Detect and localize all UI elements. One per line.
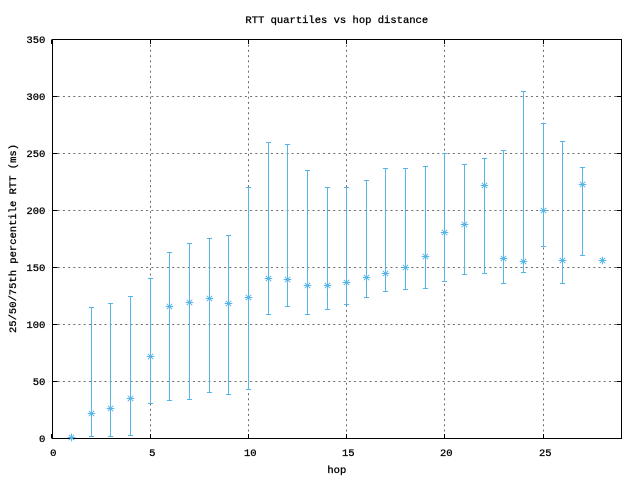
svg-text:RTT quartiles vs hop distance: RTT quartiles vs hop distance xyxy=(245,15,428,27)
svg-text:10: 10 xyxy=(244,448,257,460)
svg-text:200: 200 xyxy=(26,206,45,218)
svg-text:0: 0 xyxy=(50,448,56,460)
svg-text:300: 300 xyxy=(26,92,45,104)
svg-text:250: 250 xyxy=(26,149,45,161)
svg-text:25: 25 xyxy=(539,448,552,460)
svg-text:0: 0 xyxy=(39,434,45,446)
svg-text:hop: hop xyxy=(327,465,346,477)
svg-text:5: 5 xyxy=(149,448,155,460)
svg-text:50: 50 xyxy=(33,377,46,389)
svg-text:20: 20 xyxy=(440,448,453,460)
svg-text:15: 15 xyxy=(342,448,355,460)
svg-text:25/50/75th percentile RTT (ms): 25/50/75th percentile RTT (ms) xyxy=(8,144,20,333)
svg-text:350: 350 xyxy=(26,35,45,47)
svg-text:150: 150 xyxy=(26,263,45,275)
svg-text:100: 100 xyxy=(26,320,45,332)
